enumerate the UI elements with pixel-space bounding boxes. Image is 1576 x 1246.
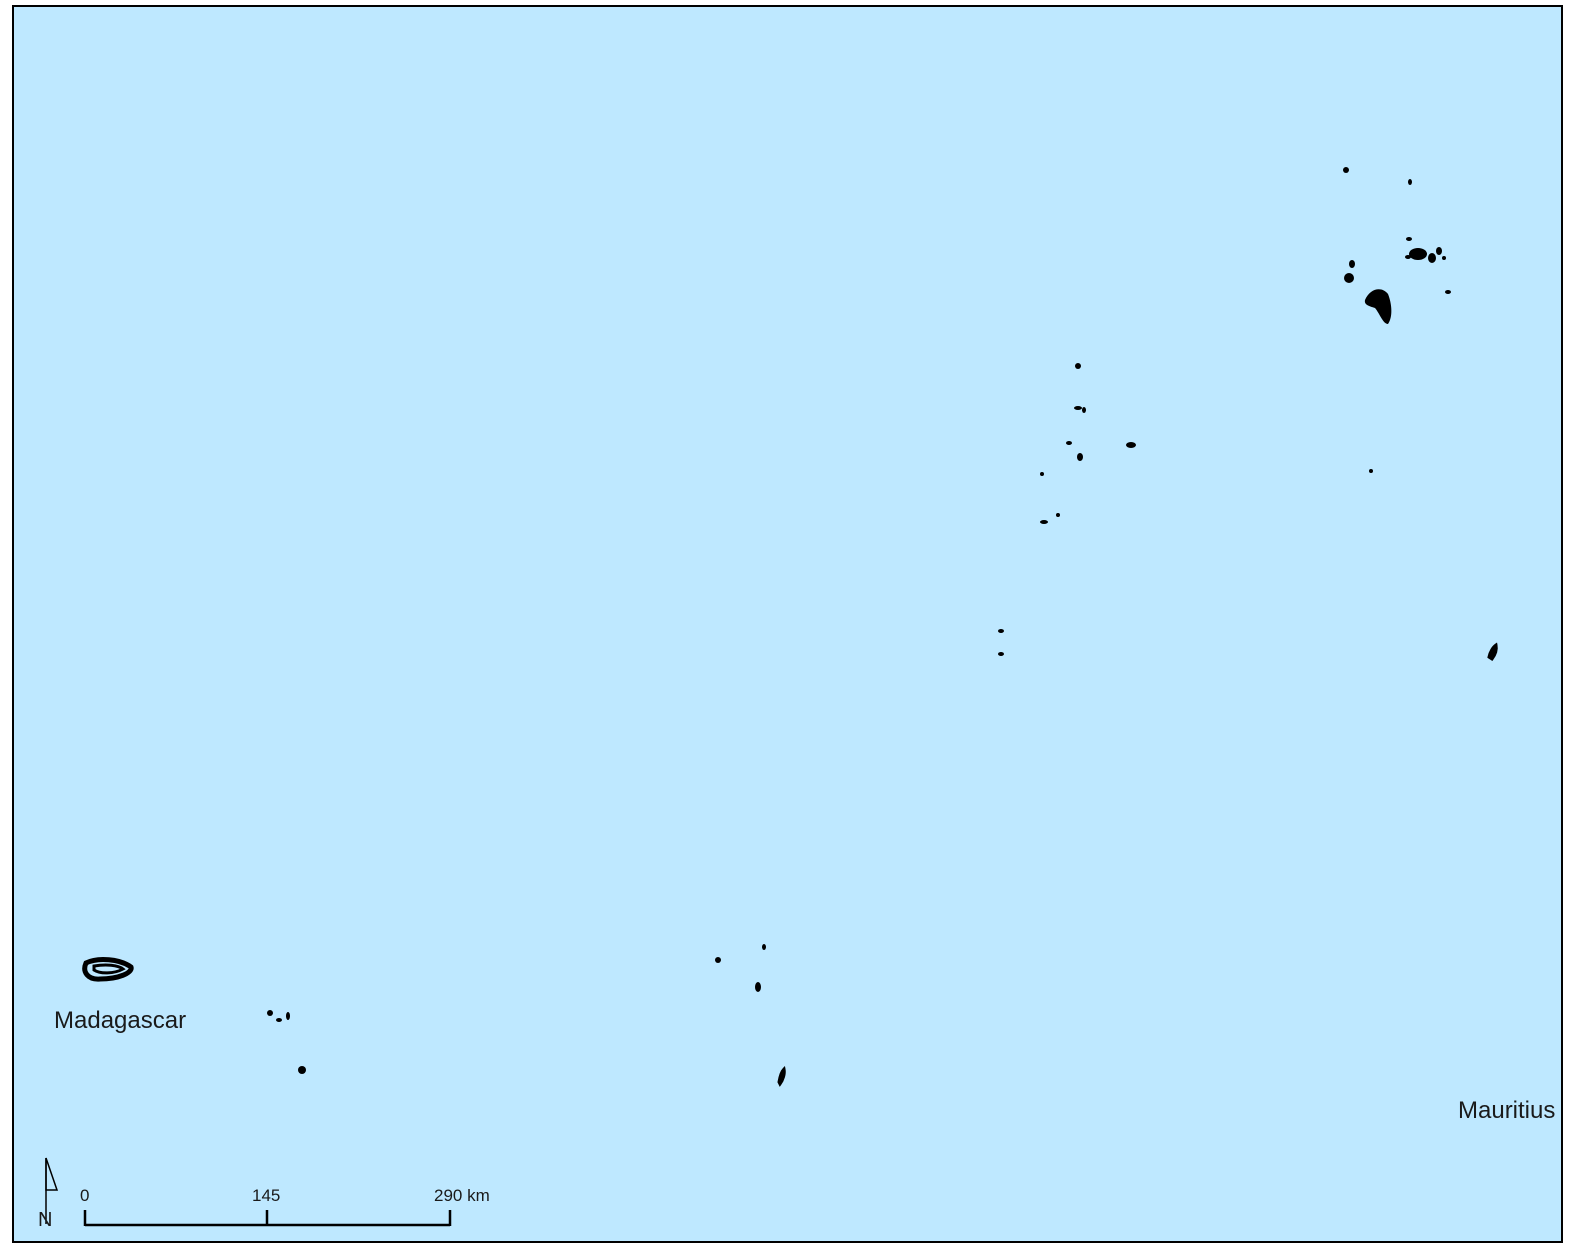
scale-label-145: 145 bbox=[252, 1186, 281, 1205]
island-group-central bbox=[998, 363, 1136, 656]
map-frame[interactable]: Madagascar Mauritius N 0 145 290 km bbox=[12, 5, 1563, 1243]
label-mauritius: Mauritius bbox=[1458, 1097, 1556, 1124]
island-east bbox=[1487, 642, 1498, 662]
label-madagascar: Madagascar bbox=[54, 1007, 187, 1034]
island-group-southwest bbox=[267, 1010, 306, 1074]
scale-label-290: 290 km bbox=[434, 1186, 490, 1205]
map-canvas[interactable] bbox=[14, 7, 1563, 1243]
island-madagascar bbox=[82, 957, 134, 982]
north-arrow-letter: N bbox=[38, 1209, 53, 1231]
island-group-south-central bbox=[715, 944, 786, 1087]
scale-bar bbox=[83, 1210, 452, 1227]
scale-label-0: 0 bbox=[80, 1186, 90, 1205]
north-arrow-icon bbox=[45, 1157, 59, 1224]
island-group-northeast bbox=[1343, 167, 1451, 473]
